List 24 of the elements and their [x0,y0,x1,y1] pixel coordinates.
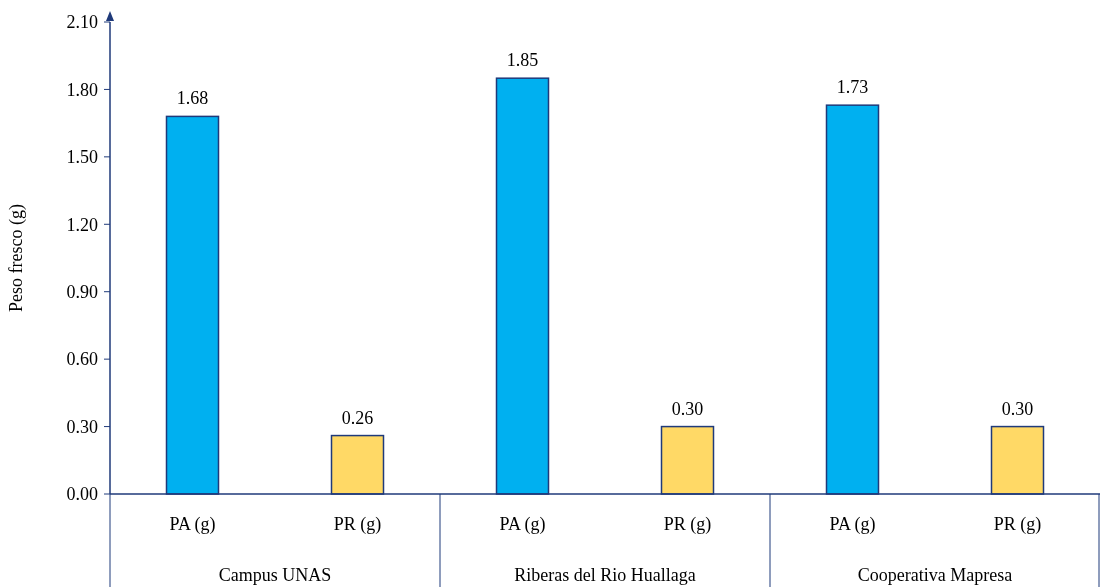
data-label: 1.68 [176,88,209,109]
x-tick-label: Riberas del Rio Huallaga [514,565,696,585]
y-axis-title: Peso fresco (g) [6,204,27,312]
data-label: 1.73 [836,77,869,98]
x-tick-label: Cooperativa Mapresa [857,565,1013,585]
data-label: 0.30 [671,398,704,419]
x-tick-label: Campus UNAS [218,565,332,585]
series-label: PR (g) [333,514,382,535]
data-label: 1.85 [506,50,539,71]
text: PR (g) [663,514,712,534]
y-tick-label: 1.80 [66,79,98,100]
data-label: 0.26 [341,407,374,428]
y-tick-label: 1.20 [66,214,98,235]
text: PR (g) [993,514,1042,534]
text: PA (g) [499,514,546,534]
y-tick-label: 0.60 [66,349,98,370]
series-label: PA (g) [169,514,216,535]
text: PA (g) [829,514,876,534]
y-tick-label: 2.10 [66,12,98,33]
y-tick-label: 0.30 [66,416,98,437]
data-label: 0.30 [1001,398,1034,419]
y-tick-label: 1.50 [66,147,98,168]
y-tick-label: 0.90 [66,282,98,303]
y-tick-label: 0.00 [66,484,98,505]
